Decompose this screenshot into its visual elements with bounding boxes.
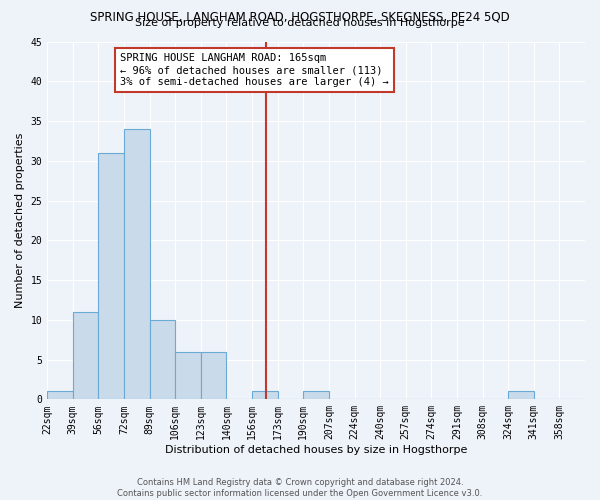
Text: Size of property relative to detached houses in Hogsthorpe: Size of property relative to detached ho… <box>135 18 465 28</box>
Text: Contains HM Land Registry data © Crown copyright and database right 2024.
Contai: Contains HM Land Registry data © Crown c… <box>118 478 482 498</box>
Bar <box>98 153 124 400</box>
Text: SPRING HOUSE, LANGHAM ROAD, HOGSTHORPE, SKEGNESS, PE24 5QD: SPRING HOUSE, LANGHAM ROAD, HOGSTHORPE, … <box>90 10 510 23</box>
Bar <box>303 392 329 400</box>
Text: SPRING HOUSE LANGHAM ROAD: 165sqm
← 96% of detached houses are smaller (113)
3% : SPRING HOUSE LANGHAM ROAD: 165sqm ← 96% … <box>120 54 389 86</box>
Bar <box>73 312 98 400</box>
X-axis label: Distribution of detached houses by size in Hogsthorpe: Distribution of detached houses by size … <box>165 445 467 455</box>
Bar <box>124 129 149 400</box>
Bar <box>201 352 226 400</box>
Bar <box>508 392 534 400</box>
Bar <box>149 320 175 400</box>
Bar <box>175 352 201 400</box>
Bar <box>252 392 278 400</box>
Y-axis label: Number of detached properties: Number of detached properties <box>15 132 25 308</box>
Bar <box>47 392 73 400</box>
